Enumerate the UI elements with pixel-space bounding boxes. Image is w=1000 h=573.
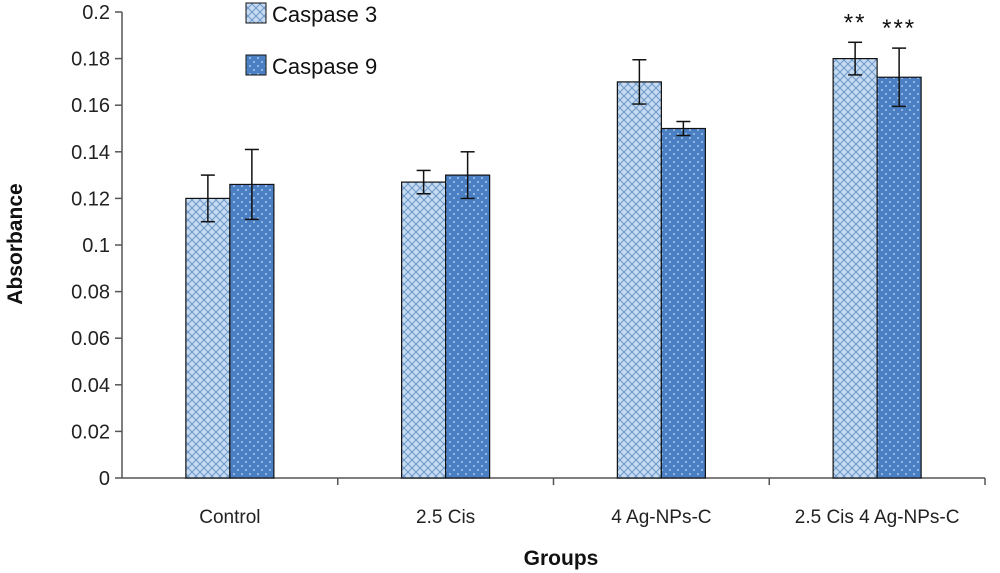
y-tick-label: 0.06 [71,328,110,350]
bar [185,197,231,479]
x-tick-label: Control [199,507,260,528]
y-tick-label: 0.12 [71,188,110,210]
y-tick-label: 0.04 [71,375,110,397]
y-tick-label: 0.1 [82,235,110,257]
y-tick-label: 0 [99,468,110,490]
y-tick-label: 0.2 [82,2,110,24]
y-tick-label: 0.16 [71,95,110,117]
legend-label: Caspase 9 [272,54,377,79]
y-tick-label: 0.08 [71,282,110,304]
y-axis-title: Absorbance [4,183,27,304]
bar [616,81,662,479]
legend-label: Caspase 3 [272,2,377,27]
significance-label: ** [844,9,867,36]
bar [660,127,706,479]
x-tick-label: 2.5 Cis 4 Ag-NPs-C [795,507,960,528]
plot-area: 0 0.02 0.04 0.06 0.08 0.1 0.12 0.14 0.16 0.18 0.2 C… [71,2,986,528]
y-tick-label: 0.18 [71,49,110,71]
legend-swatch [245,2,267,24]
bar [445,174,491,479]
bar [876,76,922,479]
x-tick-label: 4 Ag-NPs-C [611,507,711,528]
x-tick-label: 2.5 Cis [416,507,475,528]
bar [832,57,878,479]
legend-swatch [245,54,267,76]
legend: Caspase 3 Caspase 9 [245,2,377,79]
bar [229,183,275,479]
x-axis-title: Groups [524,547,599,570]
significance-label: *** [882,15,916,42]
y-tick-label: 0.14 [71,142,110,164]
y-tick-label: 0.02 [71,421,110,443]
bar [401,181,447,479]
